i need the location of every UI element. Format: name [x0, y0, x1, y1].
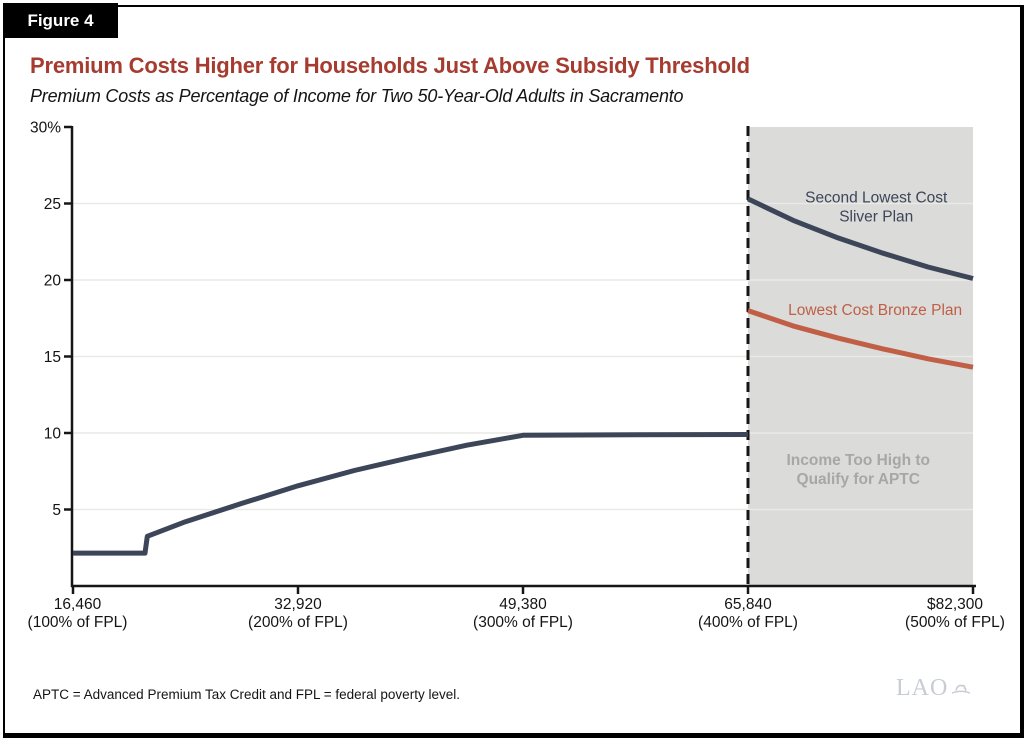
footnote-text: APTC = Advanced Premium Tax Credit and F… [33, 687, 460, 702]
figure-border [3, 5, 1024, 738]
no-aptc-label: Qualify for APTC [797, 471, 920, 488]
y-axis-label-20: 20 [44, 273, 62, 290]
chart-title: Premium Costs Higher for Households Just… [30, 53, 750, 78]
x-axis-fpl-label-200: (200% of FPL) [248, 614, 348, 631]
figure-number-label: Figure 4 [27, 10, 94, 30]
y-axis-label-5: 5 [52, 502, 61, 519]
silver-subsidized-line [73, 432, 749, 556]
y-axis-label-30: 30% [30, 120, 61, 137]
lao-logo-text: LAO [896, 675, 949, 701]
x-axis-income-label-100: 16,460 [54, 596, 102, 613]
chart-subtitle: Premium Costs as Percentage of Income fo… [30, 86, 684, 106]
y-axis-label-25: 25 [44, 196, 61, 213]
y-axis-label-15: 15 [44, 349, 61, 366]
silver-unsubsidized-line [746, 196, 974, 281]
bronze-label: Lowest Cost Bronze Plan [788, 302, 962, 319]
x-axis-income-label-400: 65,840 [724, 596, 772, 613]
lao-logo: LAO [896, 676, 972, 700]
y-axis-label-10: 10 [44, 426, 62, 443]
x-axis-income-label-200: 32,920 [274, 596, 322, 613]
no-aptc-label: Income Too High to [786, 452, 930, 469]
x-axis-income-label-500: $82,300 [927, 596, 983, 613]
x-axis-fpl-label-100: (100% of FPL) [28, 614, 128, 631]
x-axis-fpl-label-300: (300% of FPL) [473, 614, 573, 631]
silver-unsubsidized-label: Second Lowest Cost [805, 190, 948, 207]
lao-bear-over-book-icon [952, 684, 971, 694]
silver-unsubsidized-label: Sliver Plan [839, 209, 913, 226]
bronze-line [747, 308, 974, 370]
figure-number-badge: Figure 4 [3, 3, 118, 38]
x-axis-fpl-label-400: (400% of FPL) [698, 614, 798, 631]
x-axis-fpl-label-500: (500% of FPL) [905, 614, 1005, 631]
x-axis-income-label-300: 49,380 [499, 596, 547, 613]
